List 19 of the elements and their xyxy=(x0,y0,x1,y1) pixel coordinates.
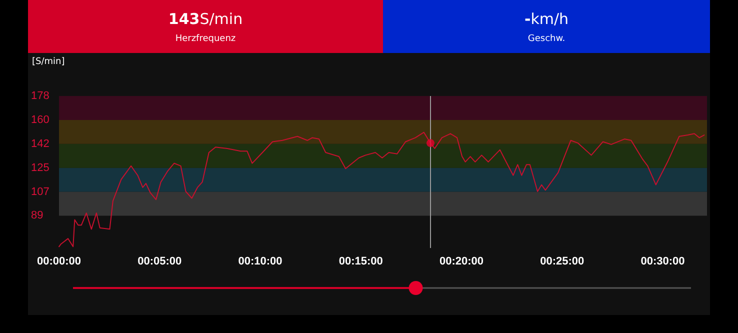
x-tick-label: 00:30:00 xyxy=(640,256,685,268)
x-tick-label: 00:00:00 xyxy=(36,256,82,268)
y-axis-title: [S/min] xyxy=(32,57,65,67)
x-tick-label: 00:25:00 xyxy=(540,256,584,268)
y-tick-label: 125 xyxy=(31,162,50,174)
y-tick-label: 89 xyxy=(31,210,44,222)
y-tick-label: 107 xyxy=(31,186,50,198)
x-tick-label: 00:10:00 xyxy=(238,256,282,268)
text: Herzfrequenz xyxy=(174,34,237,44)
x-tick-label: 00:05:00 xyxy=(138,256,182,268)
text: 143S/min xyxy=(167,10,244,28)
text: -km/h xyxy=(523,10,570,28)
y-tick-label: 142 xyxy=(31,138,50,150)
text: Geschw. xyxy=(526,34,566,44)
x-tick-label: 00:20:00 xyxy=(439,256,484,268)
y-tick-label: 178 xyxy=(31,90,50,102)
y-tick-label: 160 xyxy=(31,114,50,126)
x-tick-label: 00:15:00 xyxy=(338,256,383,268)
line-series xyxy=(58,132,705,248)
